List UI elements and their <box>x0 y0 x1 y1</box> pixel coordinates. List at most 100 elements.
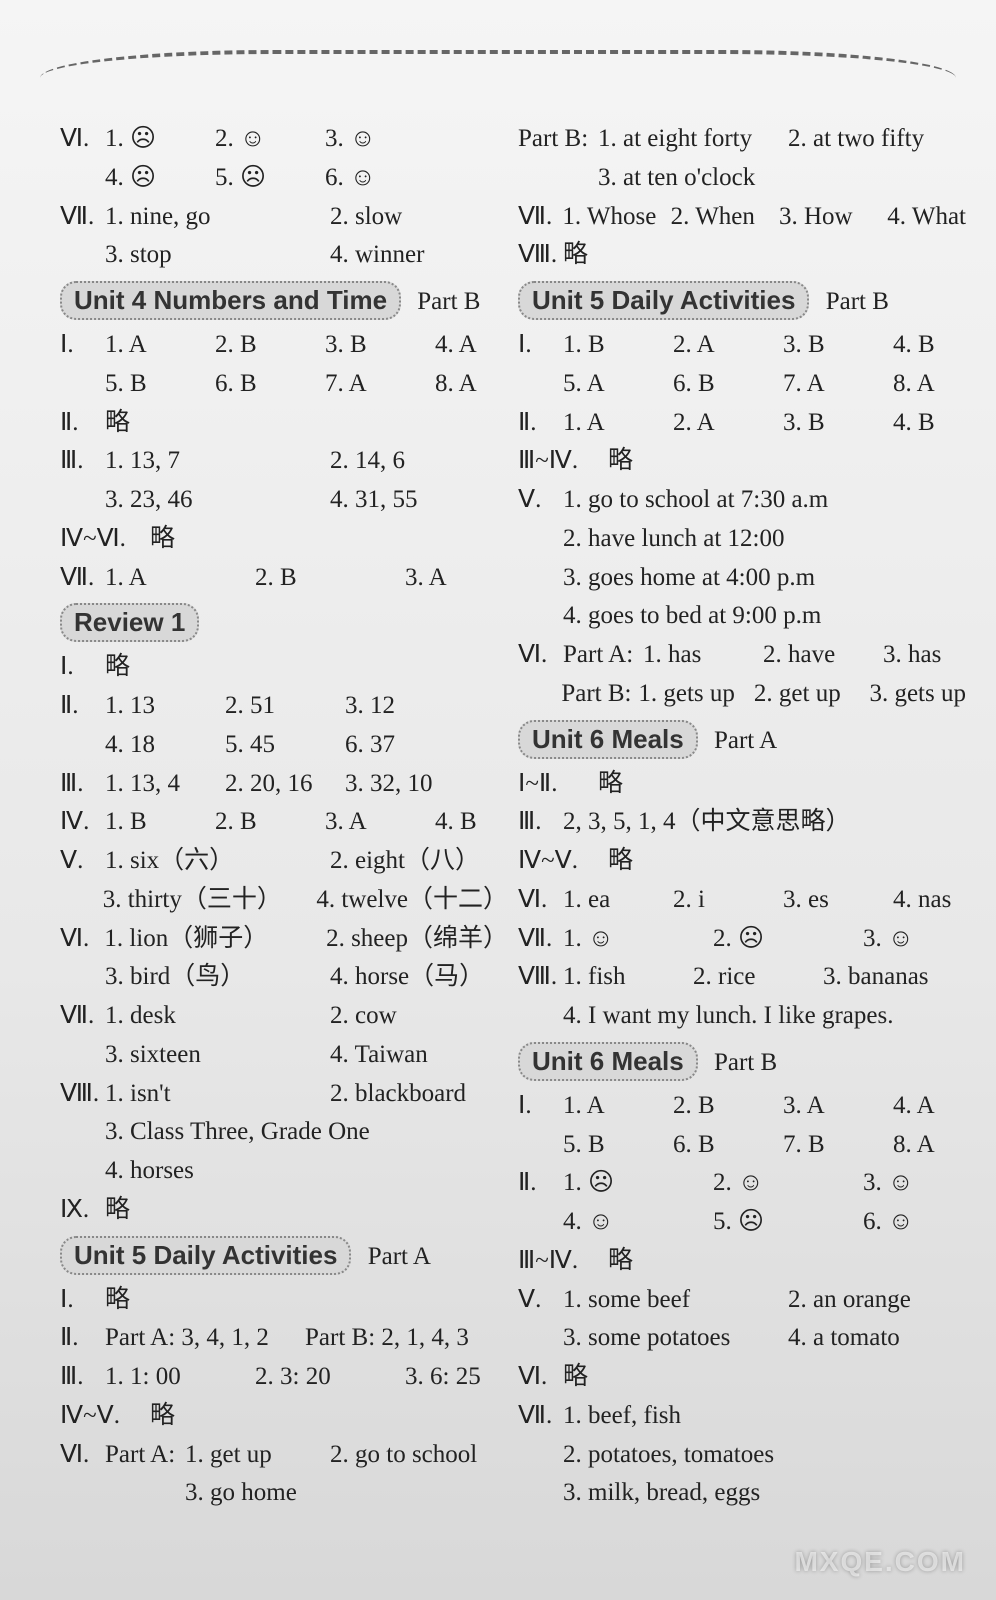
list-item: 4. 18 <box>105 726 225 765</box>
list-item: 2. slow <box>330 198 402 237</box>
list-item: 3. gets up <box>869 675 966 714</box>
list-item: 3. A <box>783 1087 893 1126</box>
u5a-vi-a-row-1: Ⅵ. Part A: 1. get up 2. go to school <box>60 1436 508 1475</box>
list-item: 3. ☺ <box>863 1164 914 1203</box>
u5a-vi-a-row-2: 3. go home <box>60 1474 508 1513</box>
u5b-i-row-2: 5. A 6. B 7. A 8. A <box>518 365 966 404</box>
u6a-iii: Ⅲ. 2, 3, 5, 1, 4（中文意思略） <box>518 803 966 842</box>
roman-vi: Ⅵ. <box>518 1358 563 1397</box>
roman-v: Ⅴ. <box>60 842 105 881</box>
list-item: 4. ☺ <box>563 1203 713 1242</box>
list-item: 8. A <box>893 1126 935 1165</box>
list-item: 7. A <box>325 365 435 404</box>
list-item: 3. 6: 25 <box>405 1358 481 1397</box>
roman-vi: Ⅵ. <box>60 120 105 159</box>
list-item: 6. ☺ <box>863 1203 914 1242</box>
list-item: 3. 32, 10 <box>345 765 433 804</box>
u6b-v-row-2: 3. some potatoes 4. a tomato <box>518 1319 966 1358</box>
list-item: 6. ☺ <box>325 159 435 198</box>
list-item: 3. bird（鸟） <box>105 958 330 997</box>
omit-text: 略 <box>608 1242 633 1281</box>
roman-vii: Ⅶ. <box>60 559 105 598</box>
watermark-text: MXQE.COM <box>794 1546 966 1578</box>
seq-text: 2, 3, 5, 1, 4（中文意思略） <box>563 803 851 842</box>
u6a-viii-row-1: Ⅷ. 1. fish 2. rice 3. bananas <box>518 958 966 997</box>
roman-iii: Ⅲ. <box>60 442 105 481</box>
part-a-label: Part A: <box>563 636 643 675</box>
list-item: 6. 37 <box>345 726 395 765</box>
section-pill: Unit 5 Daily Activities <box>518 281 809 320</box>
list-item: 7. B <box>783 1126 893 1165</box>
list-item: 4. B <box>893 404 935 443</box>
list-item: 1. A <box>563 404 673 443</box>
list-item: 4. horse（马） <box>330 958 484 997</box>
list-item: 1. ea <box>563 881 673 920</box>
list-item: 3. goes home at 4:00 p.m <box>563 559 815 598</box>
rev1-iv: Ⅳ. 1. B 2. B 3. A 4. B <box>60 803 508 842</box>
u5b-header: Unit 5 Daily Activities Part B <box>518 275 966 326</box>
list-item: 3. 12 <box>345 687 395 726</box>
part-b-seq: Part B: 2, 1, 4, 3 <box>305 1319 469 1358</box>
list-item: 5. B <box>105 365 215 404</box>
rev1-vi-row-1: Ⅵ. 1. lion（狮子） 2. sheep（绵羊） <box>60 920 508 959</box>
roman-vi: Ⅵ. <box>518 881 563 920</box>
u4b-iv-vi: Ⅳ~Ⅵ. 略 <box>60 520 508 559</box>
rev1-ii-row-1: Ⅱ. 1. 13 2. 51 3. 12 <box>60 687 508 726</box>
rev1-iii: Ⅲ. 1. 13, 4 2. 20, 16 3. 32, 10 <box>60 765 508 804</box>
list-item: 4. a tomato <box>788 1319 900 1358</box>
section-pill: Unit 6 Meals <box>518 720 698 759</box>
roman-i-ii: Ⅰ~Ⅱ. <box>518 765 598 804</box>
list-item: 2. 3: 20 <box>255 1358 405 1397</box>
list-item: 1. gets up <box>638 675 754 714</box>
u5b-vi-a: Ⅵ. Part A: 1. has 2. have 3. has <box>518 636 966 675</box>
list-item: 3. thirty（三十） <box>103 881 317 920</box>
part-label: Part B <box>714 1049 777 1077</box>
list-item: 2. 51 <box>225 687 345 726</box>
u5a-vi-b-row-2: 3. at ten o'clock <box>518 159 966 198</box>
list-item: 3. ☺ <box>863 920 914 959</box>
list-item: 5. A <box>563 365 673 404</box>
roman-vii: Ⅶ. <box>60 997 105 1036</box>
vii-row-1: Ⅶ. 1. nine, go 2. slow <box>60 198 508 237</box>
u5b-v-3: 3. goes home at 4:00 p.m <box>518 559 966 598</box>
u5a-header: Unit 5 Daily Activities Part A <box>60 1230 508 1281</box>
roman-ii: Ⅱ. <box>60 404 105 443</box>
list-item: 4. nas <box>893 881 951 920</box>
roman-v: Ⅴ. <box>518 1281 563 1320</box>
u4b-iii-row-1: Ⅲ. 1. 13, 7 2. 14, 6 <box>60 442 508 481</box>
list-item: 5. B <box>563 1126 673 1165</box>
roman-iii: Ⅲ. <box>60 765 105 804</box>
list-item: 1. A <box>105 326 215 365</box>
roman-viii: Ⅷ. <box>60 1075 105 1114</box>
list-item: 3. Class Three, Grade One <box>105 1113 370 1152</box>
u6b-header: Unit 6 Meals Part B <box>518 1036 966 1087</box>
list-item: 1. isn't <box>105 1075 330 1114</box>
omit-text: 略 <box>105 1191 130 1230</box>
rev1-viii-row-3: 4. horses <box>60 1152 508 1191</box>
rev1-i: Ⅰ. 略 <box>60 648 508 687</box>
section-pill: Review 1 <box>60 603 199 642</box>
list-item: 1. A <box>105 559 255 598</box>
omit-text: 略 <box>608 842 633 881</box>
page-columns: Ⅵ. 1. ☹ 2. ☺ 3. ☺ 4. ☹ 5. ☹ 6. ☺ Ⅶ. 1. n… <box>0 0 996 1533</box>
list-item: 2. B <box>215 326 325 365</box>
rev1-header: Review 1 <box>60 597 508 648</box>
section-pill: Unit 6 Meals <box>518 1042 698 1081</box>
u4b-vii: Ⅶ. 1. A 2. B 3. A <box>60 559 508 598</box>
u5b-vi-b: Part B: 1. gets up 2. get up 3. gets up <box>518 675 966 714</box>
roman-iv-v: Ⅳ~Ⅴ. <box>518 842 608 881</box>
u5a-iv-v: Ⅳ~Ⅴ. 略 <box>60 1397 508 1436</box>
u6b-i-row-1: Ⅰ. 1. A 2. B 3. A 4. A <box>518 1087 966 1126</box>
omit-text: 略 <box>598 765 623 804</box>
list-item: 2. eight（八） <box>330 842 480 881</box>
roman-i: Ⅰ. <box>60 1281 105 1320</box>
list-item: 6. B <box>673 365 783 404</box>
list-item: 1. nine, go <box>105 198 330 237</box>
roman-iv: Ⅳ. <box>60 803 105 842</box>
u4b-header: Unit 4 Numbers and Time Part B <box>60 275 508 326</box>
list-item: 1. six（六） <box>105 842 330 881</box>
list-item: 3. How <box>779 198 887 237</box>
list-item: 2. cow <box>330 997 397 1036</box>
u6a-i-ii: Ⅰ~Ⅱ. 略 <box>518 765 966 804</box>
part-b-label: Part B: <box>518 120 598 159</box>
